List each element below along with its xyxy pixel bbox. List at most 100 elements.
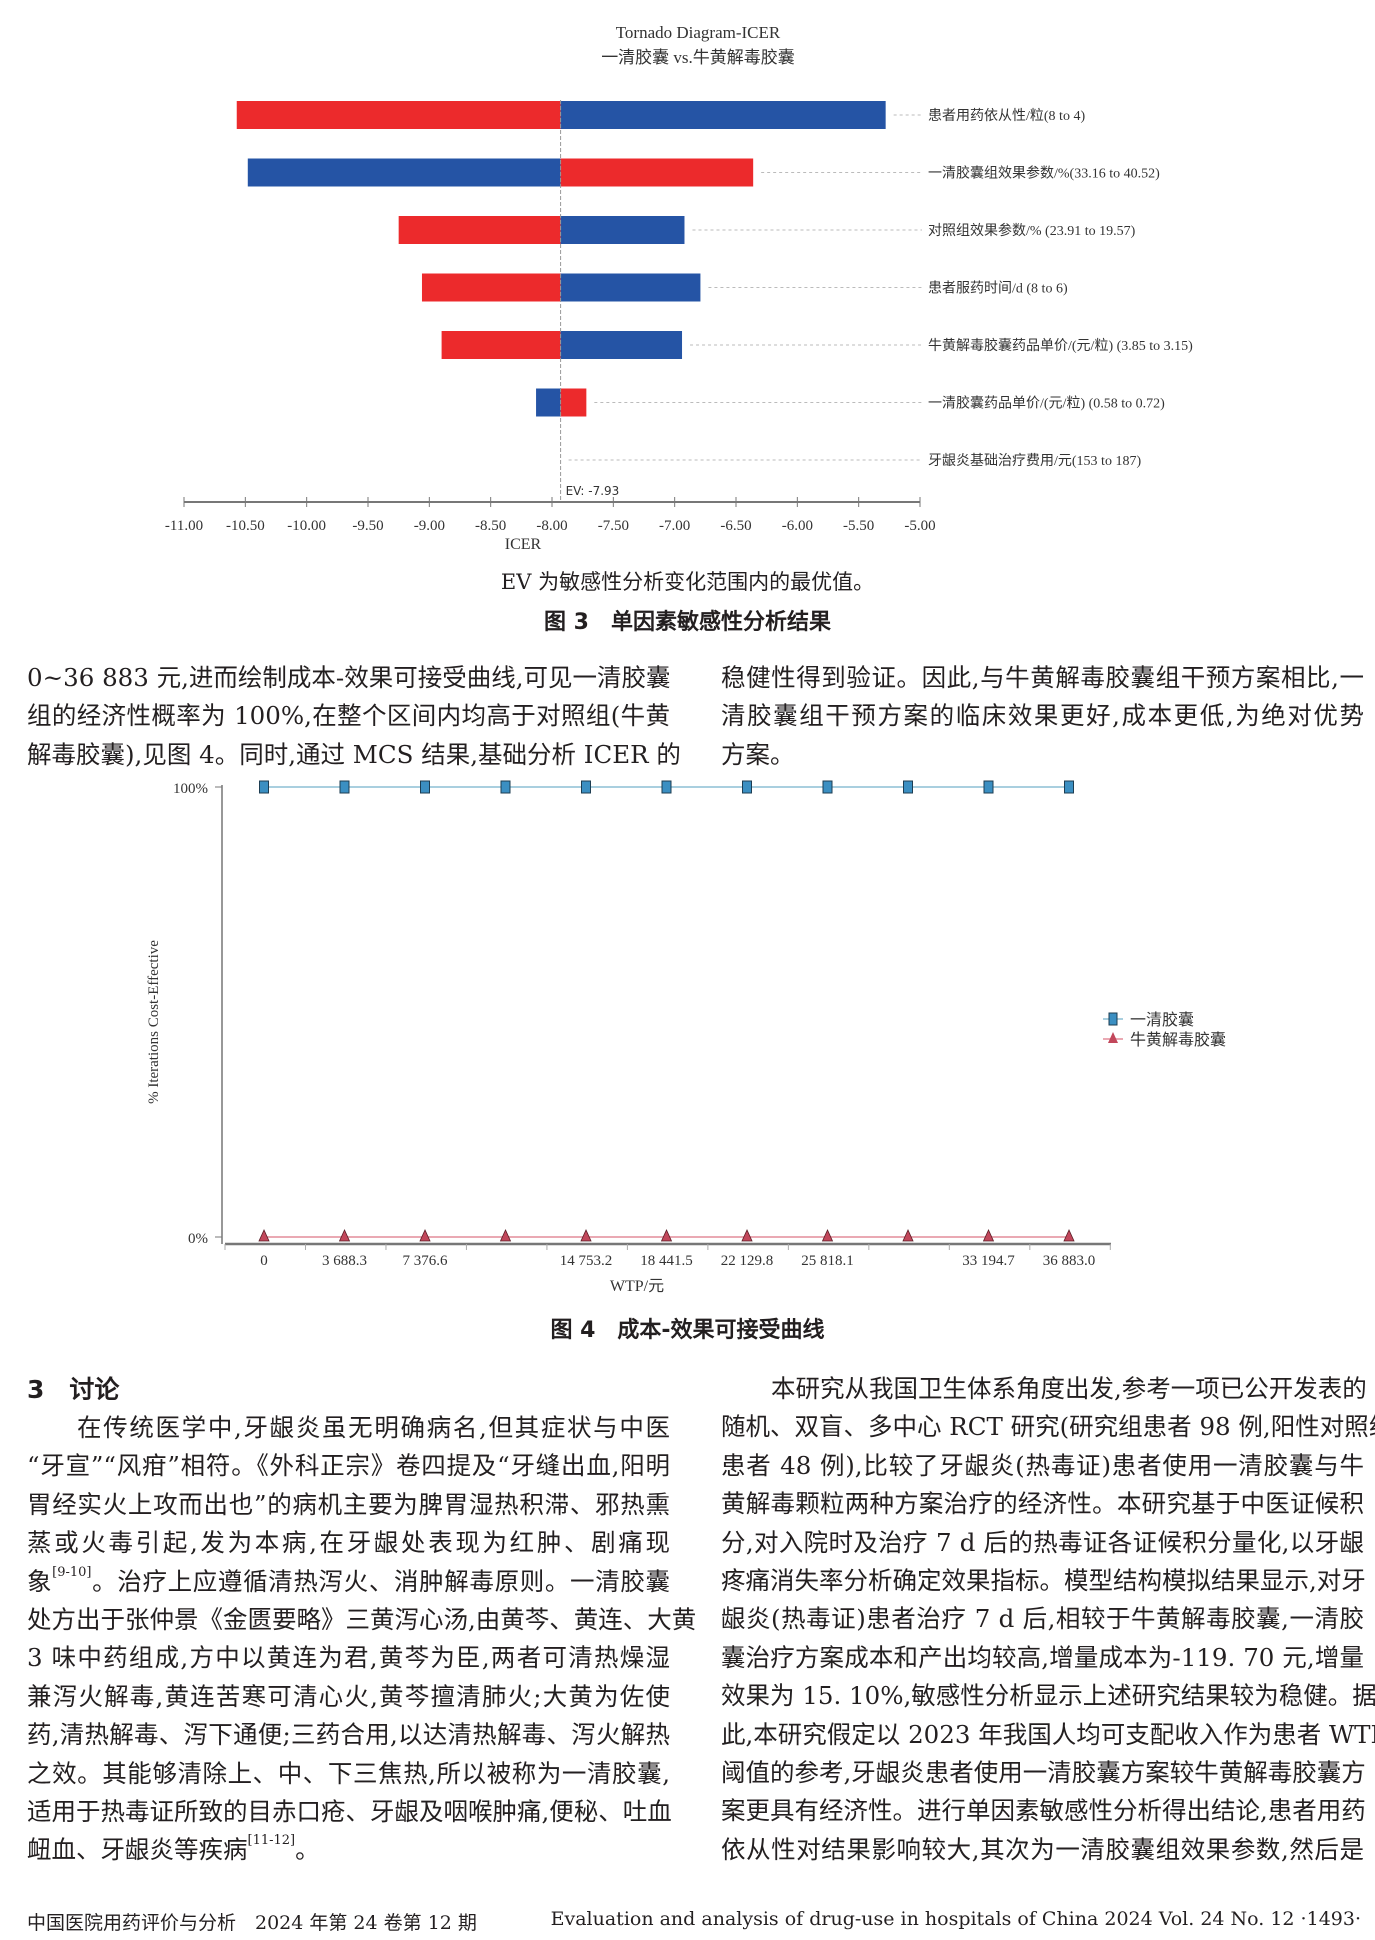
- data-point-square: [259, 780, 269, 794]
- data-point-square: [903, 780, 913, 794]
- text: 处方出于张仲景《金匮要略》三黄泻心汤,由黄芩、黄连、大黄: [27, 1605, 697, 1634]
- bar-high: [560, 388, 587, 417]
- text: 蒸或火毒引起,发为本病,在牙龈处表现为红肿、剧痛现: [27, 1528, 670, 1558]
- text-line: 患者 48 例),比较了牙龈炎(热毒证)患者使用一清胶囊与牛: [721, 1450, 1364, 1480]
- legend-label: 牛黄解毒胶囊: [1130, 1031, 1226, 1049]
- text: 衄血、牙龈炎等疾病: [27, 1835, 248, 1865]
- text: 适用于热毒证所致的目赤口疮、牙龈及咽喉肿痛,便秘、吐血: [27, 1797, 672, 1826]
- text-line: 本研究从我国卫生体系角度出发,参考一项已公开发表的: [771, 1374, 1367, 1403]
- data-point-square: [1064, 780, 1074, 794]
- text-line: 在传统医学中,牙龈炎虽无明确病名,但其症状与中医: [77, 1409, 670, 1447]
- data-point-square: [822, 780, 833, 794]
- data-point-triangle: [338, 1229, 351, 1242]
- bar-low: [536, 388, 561, 417]
- text: 。: [295, 1835, 320, 1865]
- x-tick-label: 18 441.5: [640, 1253, 693, 1269]
- text-line: 药,清热解毒、泻下通便;三药合用,以达清热解毒、泻火解热: [27, 1716, 670, 1754]
- x-tick-label: 22 129.8: [721, 1253, 774, 1269]
- data-point-square: [742, 780, 752, 794]
- x-tick-label: -5.50: [843, 518, 874, 534]
- data-point-triangle: [1063, 1229, 1075, 1242]
- text-line: 方案。: [721, 739, 795, 769]
- data-point-triangle: [499, 1229, 512, 1242]
- x-tick-label: -9.00: [414, 518, 445, 534]
- x-tick-label: 0: [260, 1253, 268, 1269]
- section-heading: 3 讨论: [27, 1375, 120, 1404]
- x-tick-label: -9.50: [352, 518, 383, 534]
- data-point-triangle: [741, 1229, 753, 1242]
- citation: [9-10]: [52, 1564, 92, 1580]
- bar-low: [247, 158, 561, 187]
- text-line: 稳健性得到验证。因此,与牛黄解毒胶囊组干预方案相比,一: [721, 663, 1364, 692]
- parameter-label: 一清胶囊药品单价/(元/粒) (0.58 to 0.72): [928, 395, 1165, 412]
- chart-title: Tornado Diagram-ICER: [616, 23, 781, 42]
- text-line: 随机、双盲、多中心 RCT 研究(研究组患者 98 例,阳性对照组: [721, 1412, 1375, 1442]
- footer-journal-en: Evaluation and analysis of drug-use in h…: [550, 1908, 1361, 1930]
- text-line: 处方出于张仲景《金匮要略》三黄泻心汤,由黄芩、黄连、大黄: [27, 1601, 696, 1639]
- text-line: 分,对入院时及治疗 7 d 后的热毒证各证候积分量化,以牙龈: [721, 1527, 1364, 1557]
- text-line: 之效。其能够清除上、中、下三焦热,所以被称为一清胶囊,: [27, 1755, 670, 1793]
- figure4-caption: 图 4 成本-效果可接受曲线: [550, 1318, 825, 1343]
- ev-label: EV: -7.93: [566, 484, 620, 498]
- text-line: 适用于热毒证所致的目赤口疮、牙龈及咽喉肿痛,便秘、吐血: [27, 1793, 672, 1831]
- data-point-triangle: [258, 1229, 270, 1242]
- text-line: 胃经实火上攻而出也”的病机主要为脾胃湿热积滞、邪热熏: [27, 1486, 670, 1524]
- text-line: 蒸或火毒引起,发为本病,在牙龈处表现为红肿、剧痛现: [27, 1524, 670, 1562]
- text-line: 龈炎(热毒证)患者治疗 7 d 后,相较于牛黄解毒胶囊,一清胶: [721, 1604, 1364, 1634]
- x-axis-label: ICER: [505, 536, 542, 553]
- x-tick-label: -11.00: [165, 518, 203, 534]
- chart-subtitle: 一清胶囊 vs.牛黄解毒胶囊: [601, 48, 795, 67]
- legend-square-icon: [1108, 1012, 1118, 1026]
- data-point-square: [420, 780, 430, 794]
- data-point-triangle: [902, 1229, 914, 1242]
- parameter-label: 牛黄解毒胶囊药品单价/(元/粒) (3.85 to 3.15): [928, 337, 1193, 354]
- x-tick-label: -7.00: [659, 518, 690, 534]
- x-tick-label: -8.50: [475, 518, 506, 534]
- text: 象: [27, 1566, 53, 1596]
- text-line: 组的经济性概率为 100%,在整个区间内均高于对照组(牛黄: [27, 701, 670, 731]
- legend-label: 一清胶囊: [1130, 1011, 1194, 1029]
- bar-high: [560, 158, 754, 187]
- x-tick-label: 3 688.3: [322, 1253, 367, 1269]
- x-tick-label: -10.50: [226, 518, 265, 534]
- text-line: 衄血、牙龈炎等疾病[11-12]。: [27, 1831, 670, 1869]
- text: “牙宣”“风疳”相符。《外科正宗》卷四提及“牙缝出血,阳明: [27, 1451, 670, 1481]
- data-point-triangle: [419, 1229, 431, 1242]
- text-line: 疼痛消失率分析确定效果指标。模型结构模拟结果显示,对牙: [721, 1566, 1366, 1595]
- x-tick-label: -8.00: [536, 518, 567, 534]
- figure3-caption: 图 3 单因素敏感性分析结果: [544, 610, 831, 635]
- data-point-triangle: [821, 1229, 834, 1242]
- text: 兼泻火解毒,黄连苦寒可清心火,黄芩擅清肺火;大黄为佐使: [27, 1681, 670, 1711]
- text-line: 3 味中药组成,方中以黄连为君,黄芩为臣,两者可清热燥湿: [27, 1639, 670, 1677]
- x-tick-label: 33 194.7: [962, 1253, 1015, 1269]
- text-line: 清胶囊组干预方案的临床效果更好,成本更低,为绝对优势: [721, 701, 1364, 731]
- text-line: 案更具有经济性。进行单因素敏感性分析得出结论,患者用药: [721, 1796, 1366, 1826]
- figure3-note: EV 为敏感性分析变化范围内的最优值。: [500, 570, 875, 594]
- data-point-square: [581, 780, 591, 794]
- x-tick-label: -6.00: [782, 518, 813, 534]
- text-line: “牙宣”“风疳”相符。《外科正宗》卷四提及“牙缝出血,阳明: [27, 1447, 670, 1485]
- text-line: 此,本研究假定以 2023 年我国人均可支配收入作为患者 WTP: [721, 1719, 1375, 1749]
- y-axis-label: % Iterations Cost-Effective: [146, 940, 162, 1104]
- parameter-label: 一清胶囊组效果参数/%(33.16 to 40.52): [928, 165, 1160, 182]
- parameter-label: 患者服药时间/d (8 to 6): [928, 281, 1068, 297]
- footer-journal-cn: 中国医院用药评价与分析 2024 年第 24 卷第 12 期: [27, 1912, 477, 1934]
- bar-high: [560, 216, 685, 244]
- x-tick-label: -6.50: [720, 518, 751, 534]
- text-line: 依从性对结果影响较大,其次为一清胶囊组效果参数,然后是: [721, 1834, 1364, 1864]
- text-line: 解毒胶囊),见图 4。同时,通过 MCS 结果,基础分析 ICER 的: [27, 739, 681, 769]
- text: 之效。其能够清除上、中、下三焦热,所以被称为一清胶囊,: [27, 1758, 670, 1788]
- parameter-label: 患者用药依从性/粒(8 to 4): [928, 108, 1085, 124]
- x-tick-label: -5.00: [904, 518, 935, 534]
- x-tick-label: -10.00: [287, 518, 326, 534]
- text: 在传统医学中,牙龈炎虽无明确病名,但其症状与中医: [77, 1413, 670, 1442]
- data-point-triangle: [982, 1229, 995, 1242]
- citation: [11-12]: [247, 1833, 296, 1849]
- text-line: 象[9-10]。治疗上应遵循清热泻火、消肿解毒原则。一清胶囊: [27, 1563, 670, 1601]
- text-line: 兼泻火解毒,黄连苦寒可清心火,黄芩擅清肺火;大黄为佐使: [27, 1678, 670, 1716]
- bar-high: [560, 101, 886, 129]
- text: 药,清热解毒、泻下通便;三药合用,以达清热解毒、泻火解热: [27, 1720, 670, 1750]
- bar-low: [441, 331, 561, 359]
